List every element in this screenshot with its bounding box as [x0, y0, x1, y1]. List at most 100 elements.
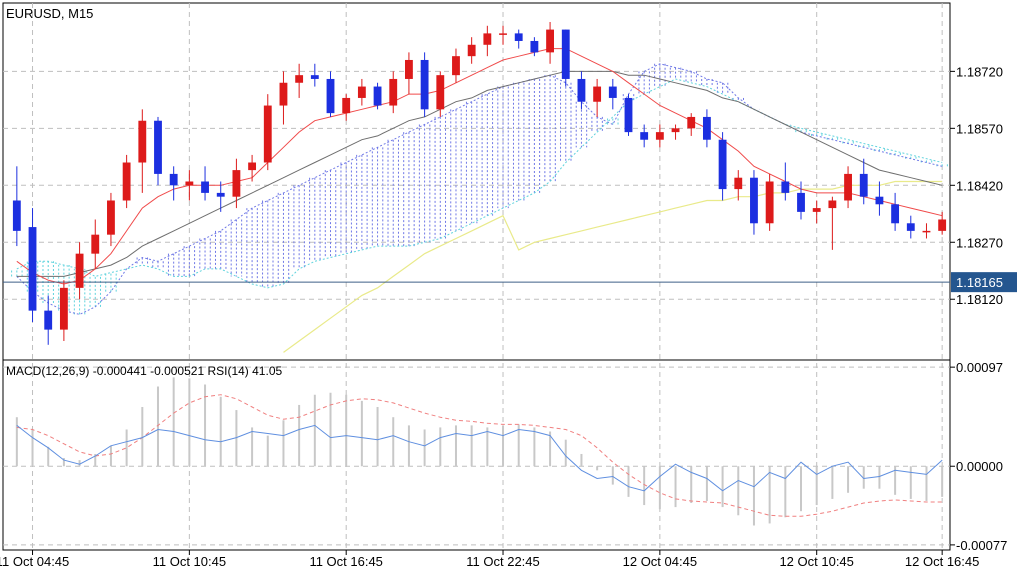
candle-body — [655, 132, 664, 140]
candle[interactable] — [781, 162, 790, 201]
candle[interactable] — [436, 71, 445, 117]
candle[interactable] — [922, 223, 931, 239]
candle-body — [906, 223, 915, 231]
candle-body — [593, 86, 602, 102]
candle[interactable] — [624, 94, 633, 136]
price-tick-label: 1.18570 — [956, 121, 1003, 136]
candle[interactable] — [405, 52, 413, 95]
candle[interactable] — [561, 29, 570, 87]
candle-body — [342, 97, 351, 114]
candle[interactable] — [122, 154, 131, 209]
candle[interactable] — [718, 132, 727, 201]
candle[interactable] — [216, 181, 225, 212]
candle[interactable] — [671, 124, 680, 140]
candle-body — [483, 33, 492, 45]
candle-body — [624, 97, 633, 133]
candle-body — [844, 173, 852, 201]
candle[interactable] — [75, 242, 84, 300]
candle-body — [405, 59, 413, 79]
candle-body — [781, 181, 790, 193]
candle[interactable] — [844, 166, 852, 209]
candle-body — [310, 75, 319, 79]
candle[interactable] — [44, 295, 53, 345]
candle[interactable] — [499, 25, 507, 45]
candle-body — [138, 120, 147, 163]
candles[interactable] — [12, 21, 947, 345]
price-tick-label: 1.18270 — [956, 235, 1003, 250]
candle-body — [546, 29, 554, 53]
candle[interactable] — [483, 25, 492, 57]
candle[interactable] — [169, 166, 178, 201]
candle[interactable] — [546, 21, 554, 64]
indicator-tick-label: -0.00077 — [956, 538, 1007, 553]
candle-body — [640, 132, 649, 140]
candle[interactable] — [91, 219, 100, 269]
candle[interactable] — [765, 173, 774, 231]
candle[interactable] — [326, 71, 335, 117]
candle[interactable] — [891, 192, 900, 231]
candle[interactable] — [702, 109, 711, 148]
candle[interactable] — [138, 109, 147, 193]
candle-body — [467, 44, 476, 57]
candle[interactable] — [467, 37, 476, 64]
candle[interactable] — [514, 29, 523, 49]
candle-body — [797, 192, 805, 212]
candle-body — [248, 162, 257, 171]
candle[interactable] — [906, 215, 915, 239]
candle[interactable] — [734, 170, 743, 201]
candle[interactable] — [310, 63, 319, 87]
candle-body — [750, 177, 758, 224]
candle-body — [577, 78, 586, 102]
candle-body — [28, 227, 37, 311]
candle-body — [530, 40, 539, 53]
candle-body — [263, 105, 272, 163]
candle[interactable] — [750, 170, 758, 235]
candle[interactable] — [812, 200, 821, 224]
candle[interactable] — [640, 124, 649, 148]
candle[interactable] — [452, 48, 460, 83]
candle-body — [75, 253, 84, 288]
candle[interactable] — [357, 78, 366, 106]
candle-body — [295, 75, 304, 83]
candle[interactable] — [875, 181, 884, 216]
candle[interactable] — [859, 158, 868, 205]
candle-body — [107, 200, 115, 235]
candle[interactable] — [248, 154, 257, 182]
ma-slow-line — [16, 70, 943, 277]
time-tick-label: 11 Oct 04:45 — [0, 554, 69, 569]
time-tick-label: 12 Oct 10:45 — [779, 554, 853, 569]
candle[interactable] — [938, 211, 947, 235]
ichimoku-span-b — [16, 78, 943, 289]
candle[interactable] — [12, 166, 21, 247]
candle[interactable] — [185, 170, 194, 201]
candle[interactable] — [593, 78, 602, 117]
candle[interactable] — [279, 71, 288, 125]
candle[interactable] — [687, 113, 696, 136]
candle[interactable] — [232, 158, 241, 209]
candle[interactable] — [263, 94, 272, 171]
candle[interactable] — [201, 166, 209, 201]
candle-body — [44, 310, 53, 330]
candle[interactable] — [28, 208, 37, 323]
candle[interactable] — [608, 78, 617, 110]
candle[interactable] — [420, 52, 429, 117]
axes: 1.18720 1.18570 1.18420 1.18270 1.18120 11 Oc… — [0, 64, 1017, 569]
candle[interactable] — [295, 63, 304, 98]
candle-body — [687, 116, 696, 129]
candle[interactable] — [828, 196, 837, 250]
candle[interactable] — [154, 116, 162, 186]
candle[interactable] — [389, 71, 398, 114]
candle[interactable] — [107, 192, 115, 247]
candle[interactable] — [655, 124, 664, 148]
candle[interactable] — [577, 71, 586, 110]
candle-body — [718, 139, 727, 190]
candle[interactable] — [373, 82, 382, 110]
indicator-label: MACD(12,26,9) -0.000441 -0.000521 RSI(14… — [6, 364, 282, 378]
candle[interactable] — [59, 280, 68, 342]
candle[interactable] — [342, 94, 351, 121]
candle-body — [875, 196, 884, 205]
candle[interactable] — [530, 37, 539, 57]
candle-body — [357, 86, 366, 98]
candle[interactable] — [797, 181, 805, 220]
